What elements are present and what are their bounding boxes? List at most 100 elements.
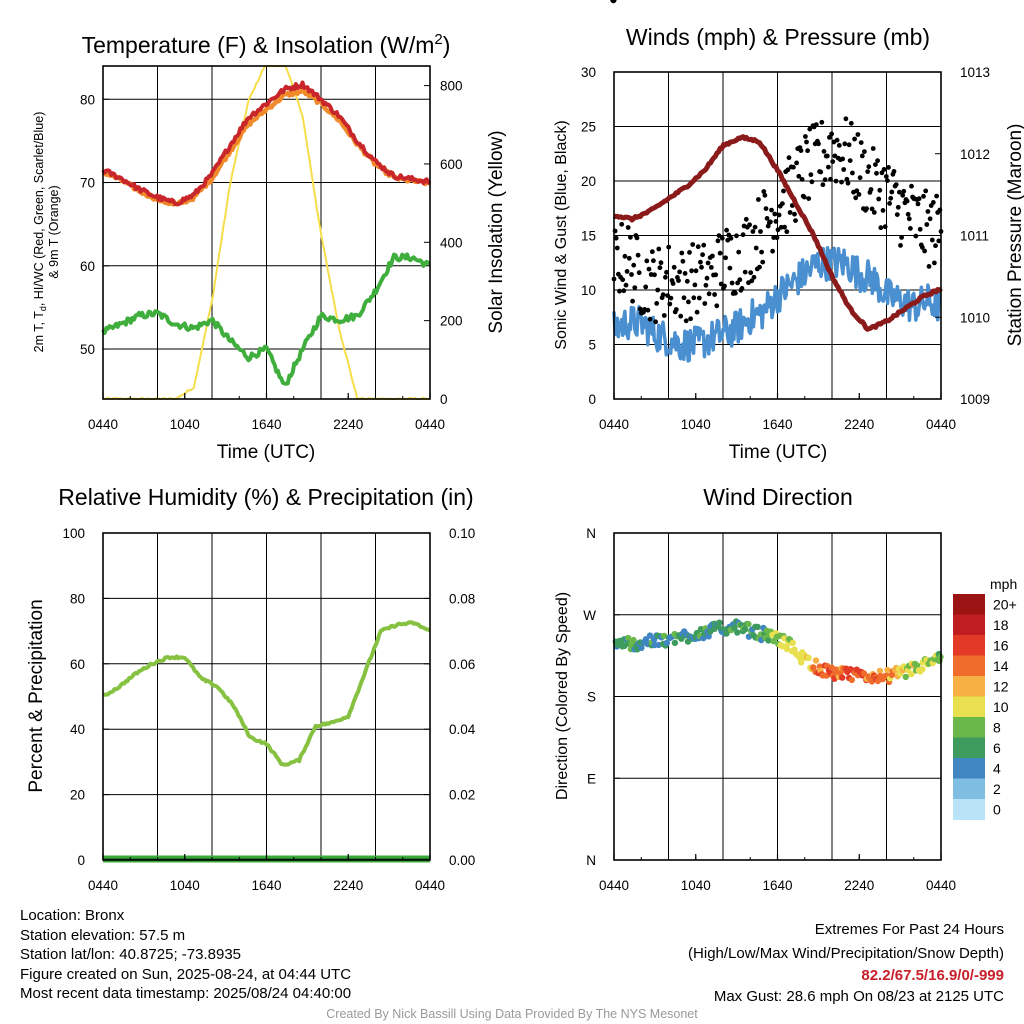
- gust-point: [927, 216, 933, 222]
- gust-point: [877, 187, 883, 193]
- gust-point: [693, 268, 699, 274]
- direction-point: [781, 635, 788, 642]
- y-tick-label-right: 1010: [960, 310, 990, 325]
- gust-point: [663, 274, 668, 280]
- gust-point: [724, 227, 729, 233]
- y-tick-label-right: 400: [440, 235, 463, 250]
- colorbar-swatch: [953, 737, 985, 759]
- colorbar-swatch: [953, 594, 985, 615]
- gust-point: [717, 250, 723, 256]
- colorbar-swatch: [953, 635, 985, 656]
- recent-timestamp: Most recent data timestamp: 2025/08/24 0…: [20, 985, 352, 1002]
- gust-point: [676, 278, 681, 283]
- temperature-panel: Temperature (F) & Insolation (W/m2) 50 60…: [32, 31, 507, 463]
- gust-point: [922, 248, 927, 254]
- gust-point: [660, 292, 666, 298]
- direction-point: [876, 667, 884, 675]
- gust-point: [842, 141, 848, 147]
- gust-point: [883, 174, 889, 179]
- temperature-yticks-left: 50 60 70 80: [80, 92, 109, 357]
- y-tick-label-left: 70: [80, 176, 95, 191]
- direction-point: [671, 639, 679, 647]
- humidity-panel: Relative Humidity (%) & Precipitation (i…: [26, 484, 476, 893]
- gust-point: [769, 207, 774, 213]
- x-tick-label: 0440: [926, 417, 956, 432]
- gust-point: [799, 177, 805, 182]
- colorbar-swatch: [953, 799, 985, 820]
- gust-point: [916, 196, 922, 202]
- direction-point: [902, 673, 909, 681]
- y-tick-label-right: 0.10: [449, 526, 475, 541]
- gust-point: [682, 271, 688, 276]
- gust-point: [878, 225, 884, 231]
- gust-point: [897, 189, 902, 195]
- x-tick-label: 2240: [333, 417, 363, 432]
- gust-point: [752, 224, 758, 230]
- gust-point: [819, 119, 825, 125]
- gust-point: [780, 201, 785, 207]
- gust-point: [747, 222, 752, 228]
- gust-point: [856, 192, 862, 197]
- gust-point: [645, 307, 651, 313]
- gust-point: [818, 169, 824, 175]
- gust-point: [816, 141, 821, 147]
- gust-point: [623, 282, 629, 288]
- gust-point: [619, 221, 625, 227]
- gust-point: [757, 264, 762, 270]
- gust-point: [654, 301, 660, 306]
- y-tick-label-right: 800: [440, 79, 463, 94]
- x-tick-label: 0440: [88, 417, 118, 432]
- gust-point: [924, 222, 930, 227]
- direction-point: [874, 677, 882, 685]
- gust-point: [901, 188, 907, 194]
- gust-point: [801, 194, 807, 200]
- gust-point: [773, 219, 779, 224]
- gust-point: [915, 201, 921, 207]
- gust-point: [714, 303, 720, 309]
- y-tick-label-left: 30: [581, 65, 596, 80]
- gust-point: [700, 252, 705, 258]
- direction-point: [754, 623, 761, 631]
- gust-point: [796, 173, 802, 179]
- y-tick-label-left: 25: [581, 120, 596, 135]
- gust-point: [613, 235, 619, 241]
- y-tick-label-right: 0: [440, 392, 448, 407]
- gust-point: [899, 235, 904, 240]
- gust-point: [909, 183, 914, 189]
- y-tick-label-right: 0.08: [449, 591, 475, 606]
- x-tick-label: 2240: [333, 878, 363, 893]
- direction-point: [884, 666, 891, 674]
- gust-point: [635, 252, 641, 258]
- y-tick-label-right: 0.06: [449, 657, 475, 672]
- gust-point: [866, 164, 872, 170]
- gust-point: [920, 245, 925, 250]
- y-tick-label-left: 40: [70, 722, 85, 737]
- gust-point: [858, 140, 864, 146]
- gust-point: [824, 153, 830, 159]
- gust-point: [626, 255, 632, 261]
- gust-point: [690, 242, 696, 247]
- winds-panel: Winds (mph) & Pressure (mb) 0 5 10 15 20 25 30…: [553, 24, 1024, 463]
- gust-point: [774, 235, 780, 241]
- colorbar-label: 6: [993, 740, 1001, 756]
- y-tick-label-left: 80: [70, 591, 85, 606]
- gust-point: [786, 155, 792, 161]
- gust-point: [862, 149, 867, 155]
- gust-point: [843, 116, 849, 122]
- y-tick-label-right: 0.04: [449, 722, 476, 737]
- gust-point: [655, 287, 661, 293]
- gust-point: [785, 167, 791, 173]
- x-tick-label: 0440: [599, 417, 629, 432]
- gust-point: [630, 298, 635, 304]
- gust-point: [868, 187, 874, 192]
- gust-point: [727, 265, 733, 271]
- gust-point: [891, 169, 897, 174]
- gust-point: [652, 272, 657, 278]
- direction-marks: [610, 0, 944, 686]
- gust-point: [923, 188, 929, 194]
- gust-point: [644, 258, 650, 264]
- gust-point: [881, 167, 887, 172]
- gust-point: [804, 139, 809, 145]
